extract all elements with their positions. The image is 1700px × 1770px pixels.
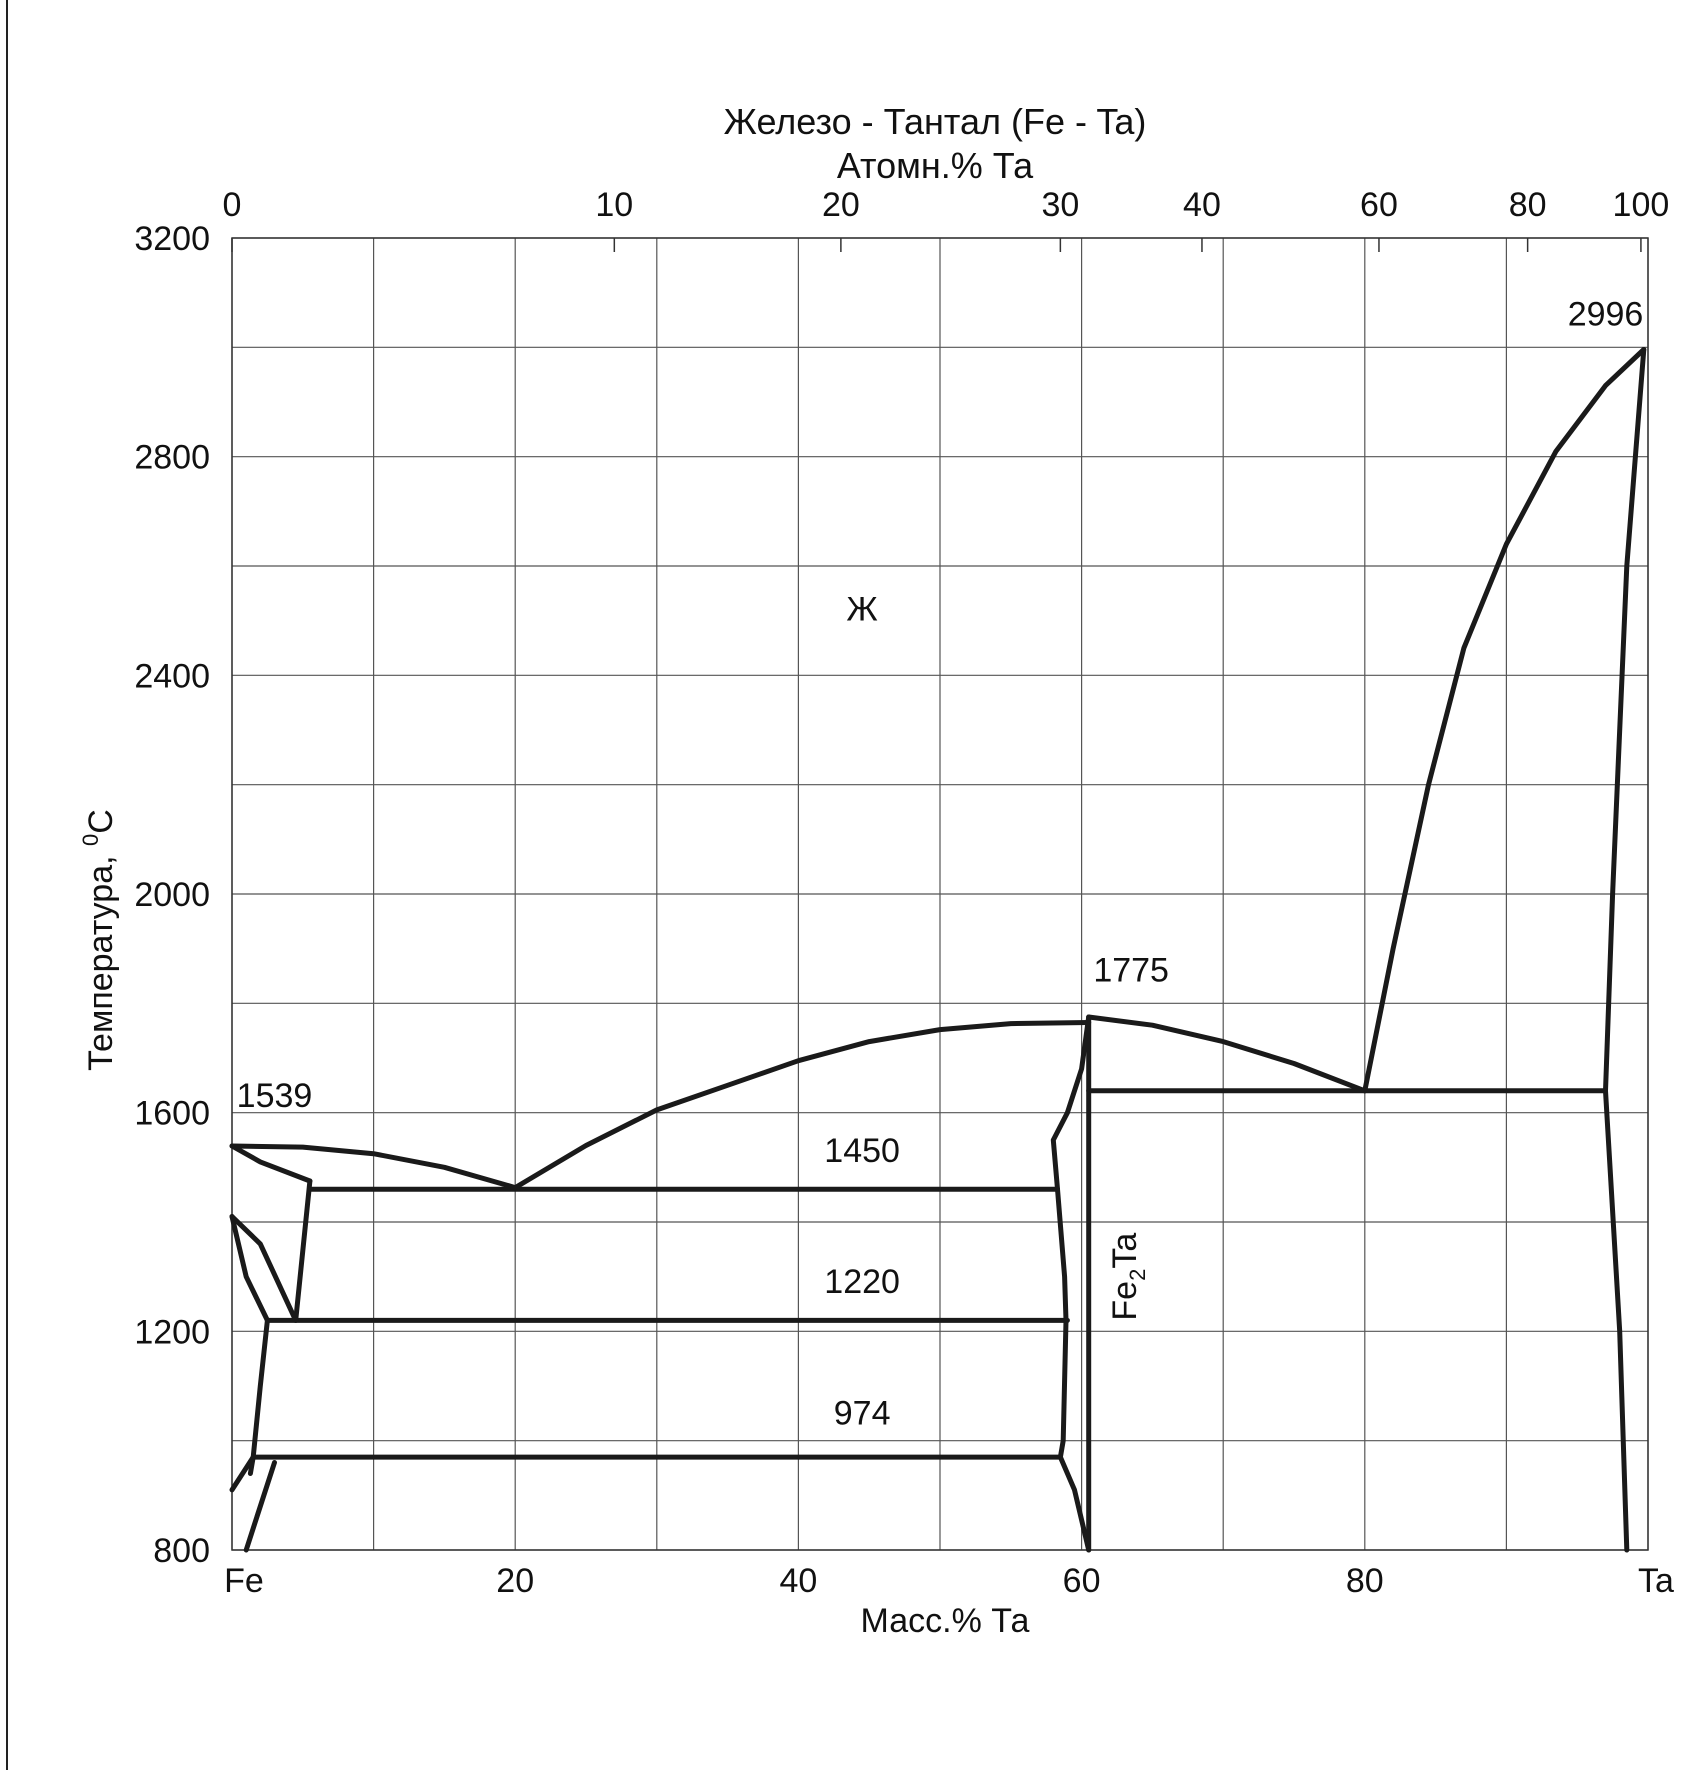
annotations: 1539 1450 1220 974 1775 2996 Ж: [237, 295, 1644, 1432]
y-tick-label-1: 1200: [134, 1313, 210, 1351]
plot-frame: [231, 237, 1649, 1551]
phase-boundary-4: [1362, 347, 1647, 1094]
y-tick-label-6: 3200: [134, 220, 210, 258]
annotation-5: 2996: [1568, 295, 1644, 333]
annotation-0: 1539: [237, 1077, 313, 1115]
y-tick-label-2: 1600: [134, 1095, 210, 1133]
phase-boundary-17: [247, 1317, 270, 1476]
x-tick-label-0: Fe: [224, 1562, 264, 1600]
phase-boundary-14: [293, 1178, 313, 1323]
annotation-6: Ж: [846, 591, 877, 629]
x-tick-label-3: 60: [1063, 1562, 1101, 1600]
annotation-4: 1775: [1093, 951, 1169, 989]
x-tick-label-5: Ta: [1638, 1562, 1674, 1600]
phase-boundary-3: [1086, 1014, 1368, 1094]
phase-boundary-1: [229, 1143, 313, 1184]
chart-title: Железо - Тантал (Fe - Ta): [724, 101, 1147, 142]
annotation-1: 1450: [824, 1132, 900, 1170]
phase-boundary-5: [1603, 347, 1647, 1553]
x-tick-label-4: 80: [1346, 1562, 1384, 1600]
phase-boundary-9: [1055, 1186, 1069, 1460]
phase-boundary-15: [229, 1214, 299, 1323]
phase-boundary-0: [229, 1143, 518, 1191]
x-axis-title: Масс.% Та: [861, 1602, 1030, 1640]
top-tick-label-4: 40: [1183, 186, 1221, 224]
x-tick-label-1: 20: [496, 1562, 534, 1600]
y-tick-label-3: 2000: [134, 876, 210, 914]
grid: [231, 237, 1649, 1551]
top-tick-label-2: 20: [822, 186, 860, 224]
y-axis-title-main: Температура,: [82, 846, 120, 1071]
fe2ta-main: Fe: [1106, 1281, 1144, 1321]
y-tick-label-0: 800: [153, 1532, 210, 1570]
y-axis-title-unit: С: [82, 809, 120, 834]
top-tick-label-6: 80: [1509, 186, 1547, 224]
fe2ta-label: Fe2Ta: [1106, 1233, 1150, 1321]
top-tick-label-7: 100: [1613, 186, 1670, 224]
y-axis-title: Температура, 0С: [78, 809, 120, 1071]
tick-labels: Fe 20 40 60 80 Ta 800 1200 1600 2000 2400 2800 3200 0…: [134, 186, 1674, 1600]
fe2ta-subscript: 2: [1125, 1269, 1150, 1281]
annotation-3: 974: [834, 1394, 891, 1432]
y-tick-label-5: 2800: [134, 439, 210, 477]
phase-boundary-10: [1057, 1454, 1092, 1553]
y-tick-label-4: 2400: [134, 657, 210, 695]
x-tick-label-2: 40: [779, 1562, 817, 1600]
y-axis-title-superscript: 0: [78, 834, 103, 846]
fe2ta-tail: Ta: [1106, 1233, 1144, 1269]
top-axis-title: Атомн.% Та: [837, 145, 1034, 186]
phase-boundary-8: [1050, 1014, 1092, 1192]
phase-boundary-16: [229, 1214, 270, 1323]
top-tick-label-3: 30: [1041, 186, 1079, 224]
top-tick-label-5: 60: [1360, 186, 1398, 224]
phase-boundaries: [229, 347, 1647, 1553]
phase-boundary-19: [243, 1460, 277, 1553]
phase-boundary-18: [229, 1454, 256, 1493]
annotation-2: 1220: [824, 1263, 900, 1301]
phase-boundary-2: [512, 1020, 1092, 1191]
top-tick-label-0: 0: [223, 186, 242, 224]
top-tick-label-1: 10: [595, 186, 633, 224]
